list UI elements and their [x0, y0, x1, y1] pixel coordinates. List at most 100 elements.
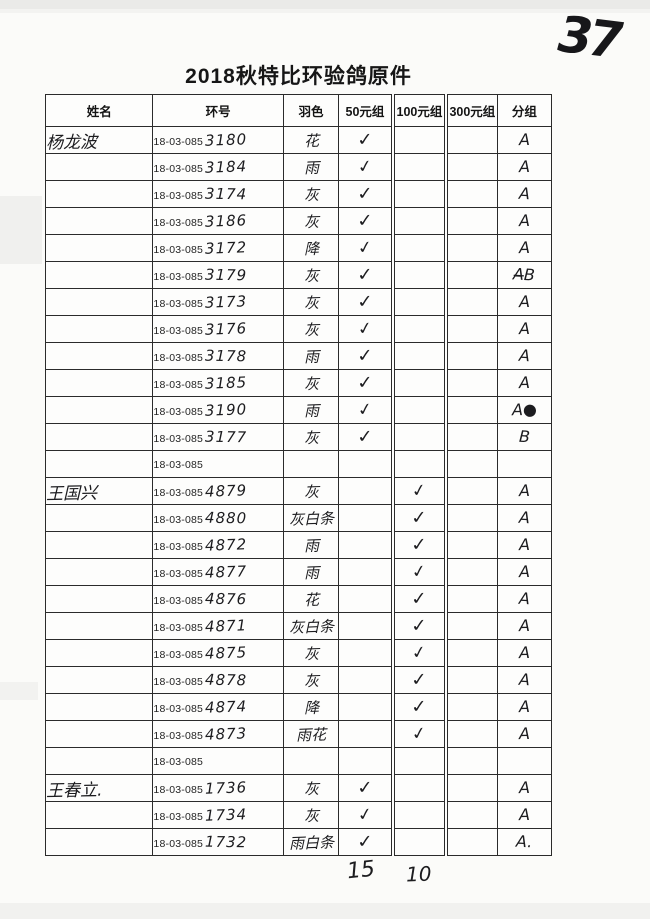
- owner-name-cell: [44, 153, 154, 181]
- ring-suffix-handwritten: 4871: [204, 615, 248, 636]
- owner-name-cell: [44, 747, 154, 775]
- scan-artifact-top-2: [0, 9, 650, 13]
- check-mark-50: ✓: [355, 183, 375, 205]
- group-50-cell: ✓: [338, 180, 394, 208]
- owner-name-cell: [44, 423, 154, 451]
- feather-color-cell: 雨: [282, 396, 340, 424]
- ring-number-cell: 18-03-085 4873: [152, 720, 284, 748]
- ring-suffix-handwritten: 4876: [204, 589, 248, 608]
- group-50-cell: ✓: [338, 288, 394, 316]
- group-letter-cell: A: [496, 288, 553, 316]
- group-50-cell: [338, 504, 394, 532]
- ring-prefix-printed: 18-03-085: [153, 837, 204, 850]
- ring-prefix-printed: 18-03-085: [153, 351, 204, 364]
- group-100-cell: [390, 207, 447, 235]
- check-mark-50: ✓: [355, 291, 375, 313]
- group-50-cell: [338, 450, 394, 478]
- group-50-cell: ✓: [338, 828, 394, 856]
- group-letter: A: [518, 588, 531, 609]
- feather-color-cell: 灰: [282, 801, 340, 829]
- group-letter-cell: A: [496, 180, 553, 208]
- total-50-yuan-group: 15: [345, 856, 377, 885]
- group-300-cell: [444, 666, 498, 694]
- table-row: 王国兴 18-03-085 4879 灰 ✓ A: [44, 477, 553, 505]
- group-letter-cell: A: [496, 153, 553, 181]
- col-header-name: 姓名: [44, 94, 154, 127]
- owner-name-cell: [44, 180, 154, 208]
- group-letter-cell: A: [496, 477, 553, 505]
- group-50-cell: ✓: [338, 396, 394, 424]
- group-letter-cell: A: [496, 612, 553, 640]
- ring-suffix-handwritten: 4877: [204, 561, 248, 582]
- group-300-cell: [444, 261, 498, 289]
- group-letter-cell: A: [496, 234, 553, 262]
- feather-color-cell: 灰: [282, 180, 340, 208]
- group-100-cell: [390, 774, 447, 802]
- group-100-cell: [390, 423, 447, 451]
- total-100-yuan-group: 10: [405, 861, 432, 887]
- ring-number-cell: 18-03-085 4880: [152, 504, 284, 532]
- ring-prefix-printed: 18-03-085: [153, 648, 204, 661]
- check-mark-50: ✓: [355, 155, 375, 179]
- ring-number-cell: 18-03-085 3185: [152, 369, 284, 397]
- group-100-cell: [390, 126, 447, 154]
- owner-name-cell: [44, 315, 154, 343]
- feather-color: 雨: [303, 401, 319, 420]
- group-letter: A: [518, 696, 531, 717]
- ring-number-cell: 18-03-085 3184: [152, 153, 284, 181]
- group-letter: A: [518, 318, 531, 339]
- feather-color-cell: 雨: [282, 531, 340, 559]
- group-100-cell: [390, 180, 447, 208]
- group-50-cell: [338, 639, 394, 667]
- ring-prefix-printed: 18-03-085: [153, 432, 204, 445]
- ring-prefix-printed: 18-03-085: [153, 189, 204, 202]
- group-100-cell: [390, 801, 447, 829]
- ring-suffix-handwritten: 4874: [204, 696, 248, 717]
- ring-number-cell: 18-03-085 4875: [152, 639, 284, 667]
- ring-prefix-printed: 18-03-085: [153, 540, 204, 553]
- group-letter: A.: [515, 831, 534, 852]
- ring-number-cell: 18-03-085 3186: [152, 207, 284, 235]
- group-letter: A: [518, 291, 531, 312]
- group-letter: A: [518, 561, 531, 582]
- check-mark-100: ✓: [410, 479, 429, 503]
- feather-color-cell: 灰: [282, 477, 340, 505]
- owner-name-cell: [44, 288, 154, 316]
- feather-color-cell: 灰: [282, 288, 340, 316]
- owner-name-cell: [44, 369, 154, 397]
- ring-suffix-handwritten: 3173: [204, 291, 248, 312]
- check-mark-50: ✓: [355, 210, 375, 232]
- owner-name-cell: [44, 504, 154, 532]
- check-mark-50: ✓: [355, 398, 375, 422]
- table-row: 18-03-085 4875 灰 ✓ A: [44, 639, 553, 667]
- feather-color-cell: 花: [282, 126, 340, 154]
- ring-number-cell: 18-03-085 4879: [152, 477, 284, 505]
- ring-prefix-printed: 18-03-085: [153, 459, 204, 471]
- table-row: 18-03-085 3176 灰 ✓ A: [44, 315, 553, 343]
- group-100-cell: [390, 396, 447, 424]
- feather-color-cell: 灰: [282, 369, 340, 397]
- feather-color-cell: 花: [282, 585, 340, 613]
- feather-color: 灰: [303, 806, 319, 825]
- ring-prefix-printed: 18-03-085: [153, 729, 204, 742]
- col-header-color: 羽色: [282, 94, 340, 127]
- table-row: 18-03-085 3186 灰 ✓ A: [44, 207, 553, 235]
- group-letter: A̶B: [512, 264, 536, 285]
- owner-name-cell: [44, 450, 154, 478]
- group-300-cell: [444, 747, 498, 775]
- owner-name-cell: [44, 558, 154, 586]
- group-letter-cell: A: [496, 693, 553, 721]
- ring-suffix-handwritten: 3180: [204, 129, 248, 150]
- ring-suffix-handwritten: 1736: [204, 777, 248, 798]
- group-letter-cell: [496, 747, 553, 775]
- ring-suffix-handwritten: 4873: [204, 723, 248, 744]
- group-letter-cell: A: [496, 666, 553, 694]
- group-letter: B: [518, 426, 531, 447]
- group-100-cell: [390, 450, 447, 478]
- ring-prefix-printed: 18-03-085: [153, 567, 204, 580]
- ring-prefix-printed: 18-03-085: [153, 513, 204, 526]
- group-300-cell: [444, 450, 498, 478]
- group-300-cell: [444, 369, 498, 397]
- scan-artifact-top: [0, 0, 650, 9]
- ring-number-cell: 18-03-085 3177: [152, 423, 284, 451]
